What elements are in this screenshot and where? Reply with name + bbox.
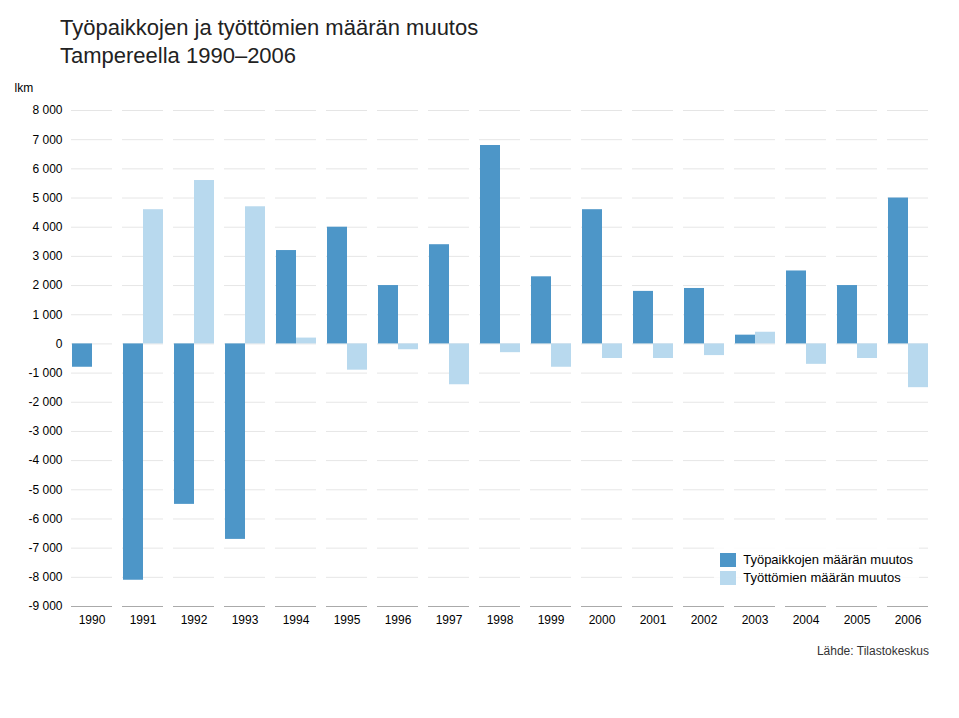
svg-text:1992: 1992 [181,613,208,627]
svg-text:2 000: 2 000 [32,278,62,292]
svg-text:6 000: 6 000 [32,162,62,176]
svg-text:7 000: 7 000 [32,133,62,147]
svg-text:3 000: 3 000 [32,249,62,263]
html-text:Työpaikkojen ja työttömien mää: Työpaikkojen ja työttömien määrän muutos [60,15,479,40]
html-text:Työttömien määrän muutos: Työttömien määrän muutos [743,570,901,585]
svg-text:1998: 1998 [487,613,514,627]
svg-text:1995: 1995 [334,613,361,627]
svg-text:2001: 2001 [640,613,667,627]
html-text:Lähde: Tilastokeskus: Lähde: Tilastokeskus [816,644,929,658]
svg-text:2004: 2004 [793,613,820,627]
svg-text:lkm: lkm [15,81,34,95]
svg-text:1991: 1991 [130,613,157,627]
svg-text:-5 000: -5 000 [28,483,62,497]
html-text:Tampereella 1990–2006: Tampereella 1990–2006 [60,43,297,68]
svg-text:1993: 1993 [232,613,259,627]
svg-text:8 000: 8 000 [32,103,62,117]
svg-text:2003: 2003 [742,613,769,627]
svg-text:2002: 2002 [691,613,718,627]
svg-text:-2 000: -2 000 [28,395,62,409]
svg-text:5 000: 5 000 [32,191,62,205]
svg-text:0: 0 [56,337,63,351]
svg-text:2000: 2000 [589,613,616,627]
svg-text:-9 000: -9 000 [28,599,62,613]
svg-text:2005: 2005 [844,613,871,627]
svg-text:1990: 1990 [79,613,106,627]
svg-text:4 000: 4 000 [32,220,62,234]
svg-text:-3 000: -3 000 [28,424,62,438]
svg-text:1996: 1996 [385,613,412,627]
svg-text:1999: 1999 [538,613,565,627]
svg-text:-7 000: -7 000 [28,541,62,555]
html-text:Työpaikkojen määrän muutos: Työpaikkojen määrän muutos [743,552,913,567]
svg-text:2006: 2006 [895,613,922,627]
svg-text:-4 000: -4 000 [28,453,62,467]
svg-text:1 000: 1 000 [32,308,62,322]
svg-text:1997: 1997 [436,613,463,627]
svg-text:1994: 1994 [283,613,310,627]
svg-text:-6 000: -6 000 [28,512,62,526]
svg-text:-8 000: -8 000 [28,570,62,584]
svg-text:-1 000: -1 000 [28,366,62,380]
